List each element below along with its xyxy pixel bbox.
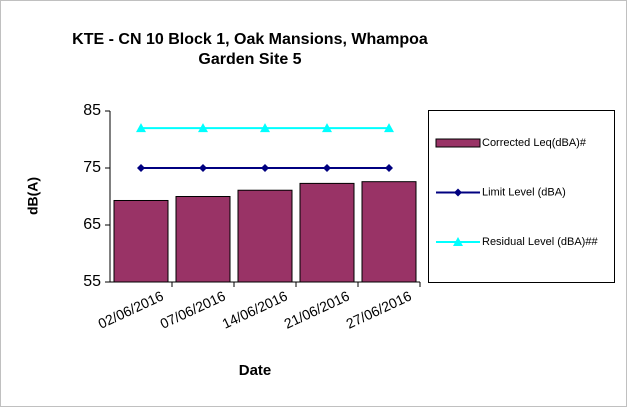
bar: [299, 182, 355, 283]
legend-label: Corrected Leq(dBA)#: [482, 137, 587, 149]
y-tick-label: 85: [83, 102, 101, 119]
bar: [175, 196, 231, 283]
x-axis-label: Date: [239, 362, 272, 379]
chart-title: KTE - CN 10 Block 1, Oak Mansions, Whamp…: [72, 31, 428, 48]
y-axis-label: dB(A): [25, 177, 41, 215]
point: [385, 164, 393, 172]
y-tick-label: 55: [83, 273, 101, 290]
point: [261, 164, 269, 172]
y-tick-label: 65: [83, 216, 101, 233]
legend-box: [428, 110, 615, 283]
point: [323, 164, 331, 172]
legend-label: Residual Level (dBA)##: [482, 236, 598, 248]
point: [137, 164, 145, 172]
legend-marker: [453, 237, 463, 246]
bar: [361, 181, 417, 283]
legend-swatch: [435, 138, 481, 148]
point: [136, 123, 146, 133]
point: [384, 123, 394, 133]
point: [199, 164, 207, 172]
chart-title: Garden Site 5: [198, 51, 301, 68]
bar: [237, 189, 293, 283]
point: [322, 123, 332, 133]
legend-label: Limit Level (dBA): [482, 186, 566, 198]
bar: [113, 199, 169, 283]
point: [260, 123, 270, 133]
y-tick-label: 75: [83, 159, 101, 176]
point: [198, 123, 208, 133]
legend-marker: [454, 188, 462, 197]
